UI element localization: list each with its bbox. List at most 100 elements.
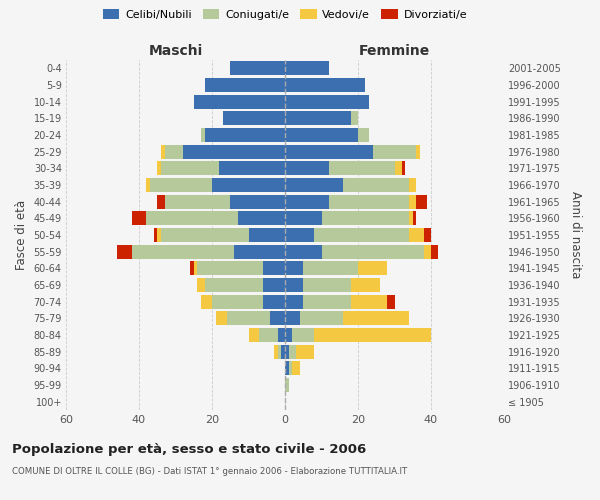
Bar — [197, 261, 263, 276]
Bar — [205, 278, 263, 292]
Bar — [285, 311, 299, 326]
Bar — [230, 194, 285, 209]
Bar — [157, 162, 161, 175]
Text: Popolazione per età, sesso e stato civile - 2006: Popolazione per età, sesso e stato civil… — [12, 442, 366, 456]
Bar — [395, 162, 402, 175]
Bar — [285, 162, 329, 175]
Bar — [161, 228, 248, 242]
Bar — [296, 344, 314, 359]
Bar — [350, 294, 387, 308]
Bar — [292, 361, 299, 376]
Bar — [285, 244, 322, 259]
Bar — [161, 162, 220, 175]
Bar — [201, 128, 205, 142]
Bar — [350, 278, 380, 292]
Bar — [322, 244, 424, 259]
Bar — [285, 194, 329, 209]
Bar — [402, 162, 406, 175]
Bar — [431, 244, 438, 259]
Bar — [413, 211, 416, 226]
Bar — [190, 261, 194, 276]
Bar — [223, 112, 285, 126]
Bar — [183, 144, 285, 159]
Bar — [416, 144, 420, 159]
Bar — [131, 244, 234, 259]
Bar — [373, 144, 416, 159]
Y-axis label: Anni di nascita: Anni di nascita — [569, 192, 583, 278]
Bar — [150, 178, 212, 192]
Bar — [424, 244, 431, 259]
Legend: Celibi/Nubili, Coniugati/e, Vedovi/e, Divorziati/e: Celibi/Nubili, Coniugati/e, Vedovi/e, Di… — [100, 6, 470, 24]
Bar — [314, 228, 409, 242]
Bar — [238, 211, 285, 226]
Bar — [234, 244, 285, 259]
Bar — [285, 62, 329, 76]
Bar — [271, 311, 285, 326]
Bar — [227, 311, 271, 326]
Bar — [157, 194, 164, 209]
Bar — [285, 278, 303, 292]
Bar — [343, 178, 409, 192]
Bar — [285, 328, 292, 342]
Bar — [248, 328, 259, 342]
Y-axis label: Fasce di età: Fasce di età — [15, 200, 28, 270]
Bar — [194, 94, 285, 109]
Bar — [230, 62, 285, 76]
Bar — [197, 278, 205, 292]
Bar — [285, 211, 322, 226]
Bar — [409, 178, 416, 192]
Text: COMUNE DI OLTRE IL COLLE (BG) - Dati ISTAT 1° gennaio 2006 - Elaborazione TUTTIT: COMUNE DI OLTRE IL COLLE (BG) - Dati IST… — [12, 468, 407, 476]
Bar — [285, 261, 303, 276]
Bar — [285, 344, 289, 359]
Bar — [358, 128, 369, 142]
Bar — [314, 328, 431, 342]
Bar — [285, 361, 289, 376]
Bar — [215, 311, 227, 326]
Bar — [220, 162, 285, 175]
Bar — [285, 112, 350, 126]
Bar — [350, 112, 358, 126]
Bar — [409, 228, 424, 242]
Bar — [205, 78, 285, 92]
Bar — [409, 194, 416, 209]
Bar — [303, 294, 350, 308]
Text: Maschi: Maschi — [148, 44, 203, 59]
Bar — [285, 78, 365, 92]
Bar — [274, 344, 278, 359]
Bar — [416, 194, 427, 209]
Bar — [285, 178, 343, 192]
Bar — [285, 294, 303, 308]
Bar — [409, 211, 413, 226]
Bar — [343, 311, 409, 326]
Text: Femmine: Femmine — [359, 44, 430, 59]
Bar — [132, 211, 146, 226]
Bar — [117, 244, 132, 259]
Bar — [278, 344, 281, 359]
Bar — [299, 311, 343, 326]
Bar — [285, 378, 289, 392]
Bar — [322, 211, 409, 226]
Bar — [161, 144, 164, 159]
Bar — [263, 294, 285, 308]
Bar — [212, 294, 263, 308]
Bar — [285, 228, 314, 242]
Bar — [289, 344, 296, 359]
Bar — [278, 328, 285, 342]
Bar — [164, 194, 230, 209]
Bar — [292, 328, 314, 342]
Bar — [194, 261, 197, 276]
Bar — [157, 228, 161, 242]
Bar — [329, 194, 409, 209]
Bar — [281, 344, 285, 359]
Bar — [424, 228, 431, 242]
Bar — [387, 294, 395, 308]
Bar — [285, 144, 373, 159]
Bar — [358, 261, 387, 276]
Bar — [154, 228, 157, 242]
Bar — [248, 228, 285, 242]
Bar — [164, 144, 183, 159]
Bar — [263, 278, 285, 292]
Bar — [212, 178, 285, 192]
Bar — [303, 278, 350, 292]
Bar — [259, 328, 278, 342]
